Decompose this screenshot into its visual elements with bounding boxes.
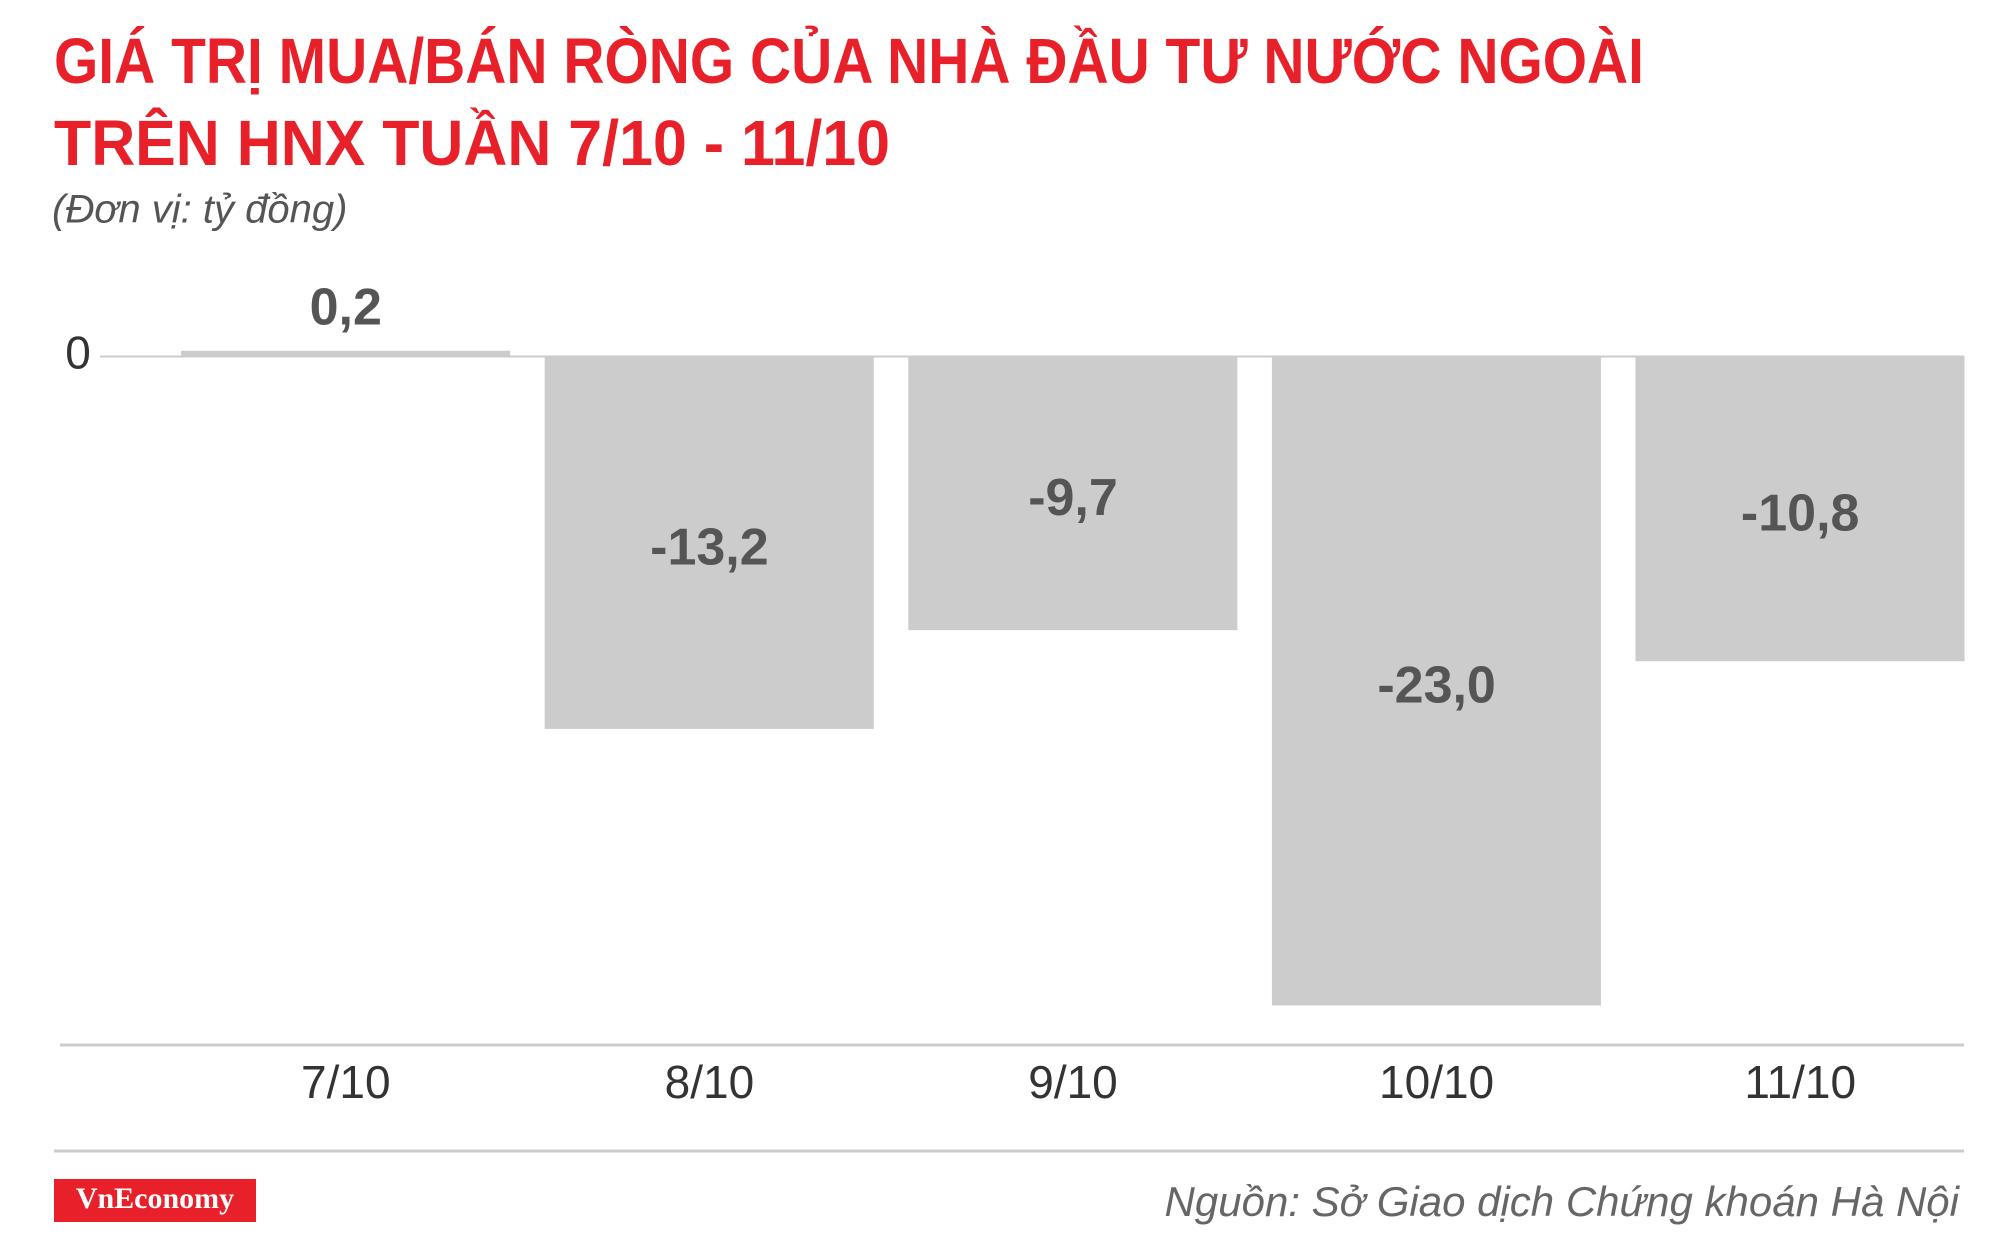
logo: VnEconomy [76, 1182, 234, 1215]
x-tick-label: 7/10 [301, 1056, 391, 1108]
y-tick-label: 0 [65, 327, 91, 379]
value-label: -9,7 [1028, 469, 1118, 527]
chart-title: TRÊN HNX TUẦN 7/10 - 11/10 [54, 106, 890, 179]
bar [1271, 356, 1601, 1006]
x-tick-label: 10/10 [1379, 1056, 1494, 1108]
value-label: -10,8 [1741, 485, 1860, 543]
bar [908, 356, 1238, 631]
bar [544, 356, 874, 729]
x-tick-label: 11/10 [1744, 1056, 1856, 1108]
chart-title: GIÁ TRỊ MUA/BÁN RÒNG CỦA NHÀ ĐẦU TƯ NƯỚC… [54, 24, 1644, 97]
value-label: -23,0 [1377, 657, 1496, 715]
bar [181, 350, 511, 357]
source: Nguồn: Sở Giao dịch Chứng khoán Hà Nội [1165, 1178, 1961, 1225]
value-label: 0,2 [310, 279, 382, 337]
x-tick-label: 9/10 [1028, 1056, 1118, 1108]
chart-subtitle: (Đơn vị: tỷ đồng) [52, 188, 347, 232]
value-label: -13,2 [650, 518, 769, 576]
logo-box [54, 1179, 256, 1222]
x-tick-label: 8/10 [665, 1056, 755, 1108]
bar [1635, 356, 1965, 662]
